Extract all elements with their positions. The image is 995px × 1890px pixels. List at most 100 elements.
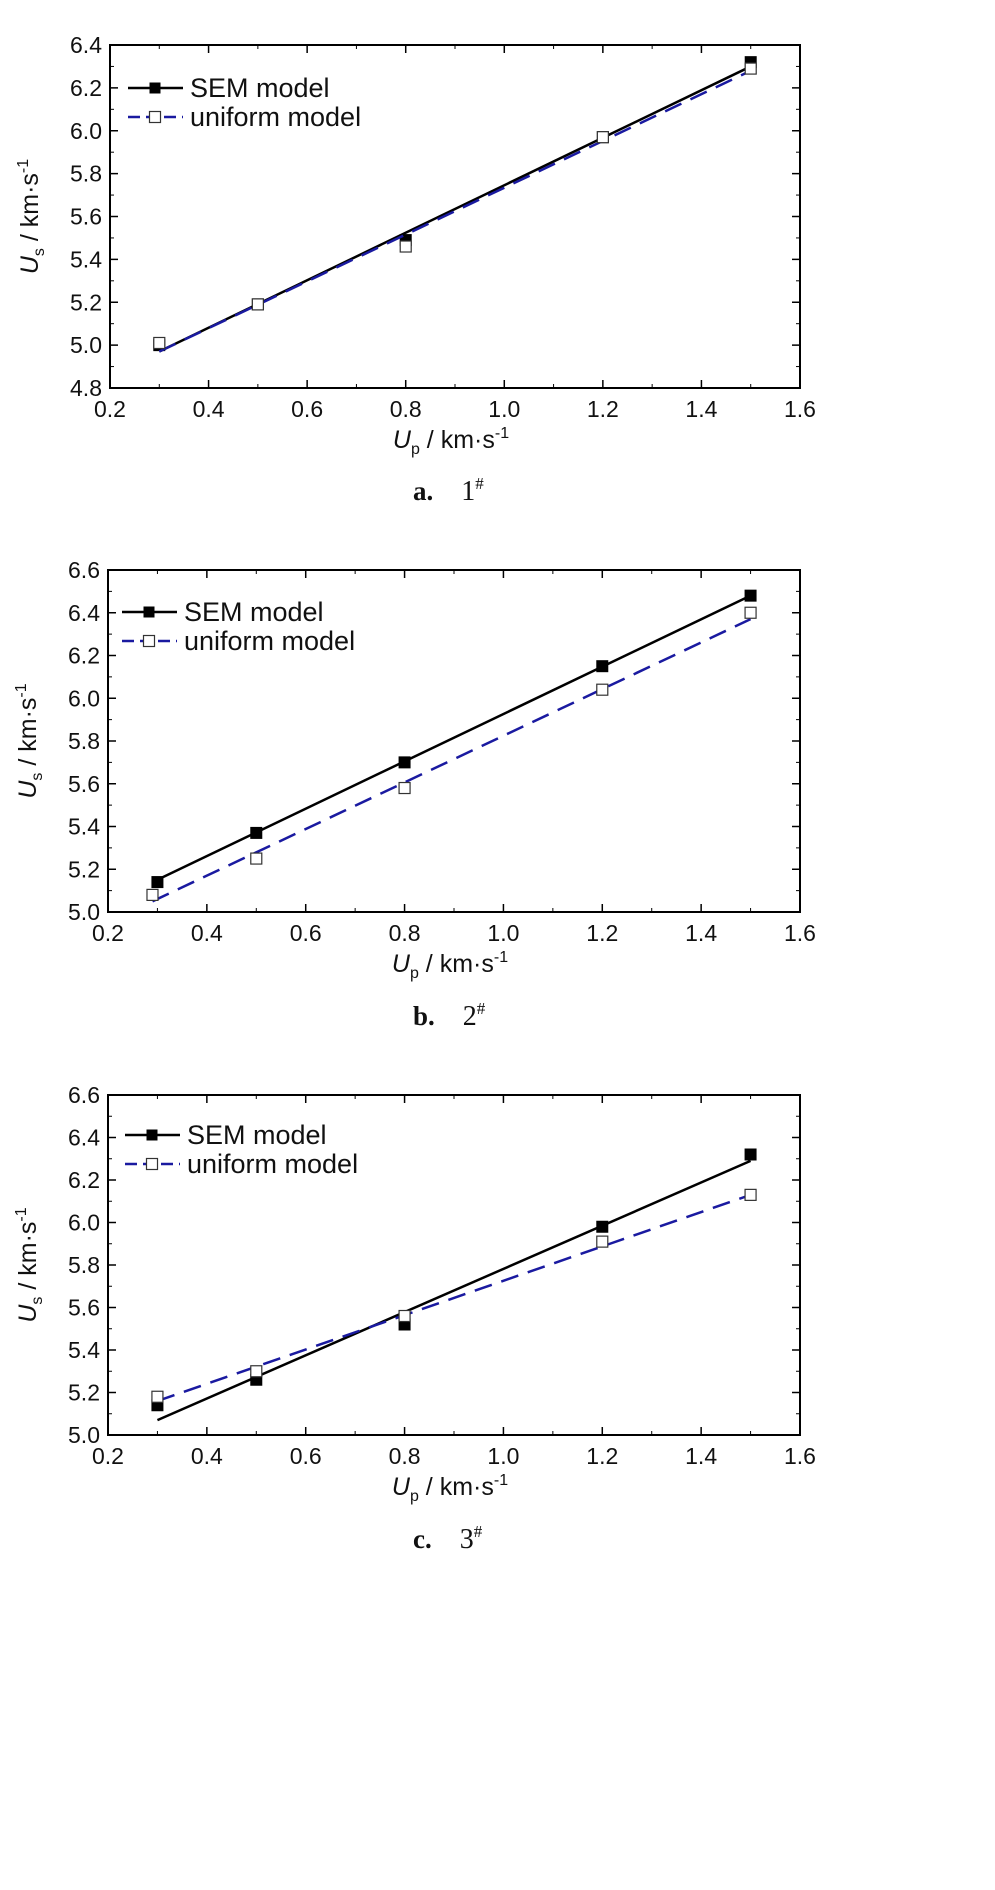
- y-tick-label: 5.0: [68, 1422, 100, 1448]
- y-tick-label: 5.0: [68, 899, 100, 925]
- legend-label: SEM model: [184, 597, 324, 627]
- legend-label: uniform model: [187, 1149, 358, 1179]
- panel-caption: c. 3#: [413, 1522, 483, 1555]
- legend-marker: [145, 1157, 159, 1171]
- legend-entry: uniform model: [122, 626, 355, 656]
- data-point: [596, 683, 609, 696]
- fit-line: [158, 69, 752, 353]
- y-axis-label: Us / km·s-1: [13, 683, 46, 798]
- x-tick-label: 1.4: [685, 1443, 717, 1469]
- y-tick-label: 6.2: [70, 75, 102, 101]
- x-tick-label: 0.8: [389, 920, 421, 946]
- data-point: [399, 240, 412, 253]
- x-tick-label: 0.4: [191, 920, 223, 946]
- y-tick-label: 5.8: [68, 1252, 100, 1278]
- legend-label: uniform model: [184, 626, 355, 656]
- data-point: [744, 62, 757, 75]
- chart-panel-3: 0.2 0.4 0.6 0.8 1.0 1.2 1.4 1.6 5.0 5.2 5.4 5.6 5.8 6…: [13, 1082, 816, 1555]
- data-point: [596, 1220, 609, 1233]
- y-tick-label: 5.8: [68, 728, 100, 754]
- y-tick-label: 6.4: [68, 1125, 100, 1151]
- chart-panel-1: 0.2 0.4 0.6 0.8 1.0 1.2 1.4 1.6 4.8 5.0 5.2 5.4 5.6 5…: [15, 32, 816, 507]
- y-tick-label: 6.6: [68, 557, 100, 583]
- legend-entry: uniform model: [128, 102, 361, 132]
- x-tick-label: 1.2: [586, 1443, 618, 1469]
- x-tick-label: 1.6: [784, 396, 816, 422]
- legend-label: SEM model: [187, 1120, 327, 1150]
- data-point: [398, 1309, 411, 1323]
- x-axis-label: Up / km·s-1: [393, 425, 509, 458]
- y-tick-label: 5.6: [68, 1295, 100, 1321]
- legend-marker: [143, 606, 155, 618]
- y-tick-label: 6.2: [68, 1167, 100, 1193]
- legend-entry: SEM model: [122, 597, 324, 627]
- y-tick-label: 5.6: [70, 204, 102, 230]
- fit-line: [151, 618, 752, 903]
- data-point: [151, 1390, 164, 1403]
- y-tick-label: 6.6: [68, 1082, 100, 1108]
- x-tick-label: 0.2: [92, 1443, 124, 1469]
- legend-marker: [149, 82, 161, 94]
- data-point: [250, 852, 263, 865]
- x-tick-label: 1.6: [784, 920, 816, 946]
- series-uniform-model: [153, 62, 757, 353]
- x-tick-label: 1.6: [784, 1443, 816, 1469]
- y-tick-label: 5.8: [70, 161, 102, 187]
- x-tick-label: 0.6: [290, 1443, 322, 1469]
- y-tick-label: 6.0: [68, 685, 100, 711]
- legend-marker: [146, 1129, 158, 1141]
- x-tick-label: 1.0: [488, 396, 520, 422]
- x-tick-label: 0.2: [94, 396, 126, 422]
- legend-label: uniform model: [190, 102, 361, 132]
- legend-entry: SEM model: [125, 1120, 327, 1150]
- y-tick-label: 5.4: [68, 814, 100, 840]
- x-axis-label: Up / km·s-1: [392, 949, 508, 982]
- series-uniform-model: [146, 606, 757, 903]
- data-point: [744, 1188, 757, 1201]
- data-point: [596, 1235, 609, 1248]
- y-tick-label: 5.4: [70, 246, 102, 272]
- y-tick-label: 6.0: [68, 1210, 100, 1236]
- data-point: [151, 876, 164, 889]
- series-sem-model: [151, 1148, 757, 1422]
- chart-panel-2: 0.2 0.4 0.6 0.8 1.0 1.2 1.4 1.6 5.0 5.2 5.4 5.6 5.8 6…: [13, 557, 816, 1032]
- y-tick-label: 5.2: [68, 856, 100, 882]
- y-tick-label: 6.4: [68, 600, 100, 626]
- data-point: [744, 606, 757, 619]
- y-tick-label: 4.8: [70, 375, 102, 401]
- x-tick-label: 1.4: [685, 396, 717, 422]
- fit-line: [156, 1159, 752, 1422]
- data-point: [744, 589, 757, 602]
- y-tick-label: 6.2: [68, 643, 100, 669]
- data-point: [153, 336, 166, 350]
- data-point: [398, 781, 411, 795]
- x-tick-label: 0.4: [193, 396, 225, 422]
- series-uniform-model: [151, 1188, 757, 1403]
- y-axis-label: Us / km·s-1: [13, 1207, 46, 1322]
- x-tick-label: 1.4: [685, 920, 717, 946]
- x-axis-label: Up / km·s-1: [392, 1472, 508, 1505]
- series-sem-model: [151, 589, 757, 889]
- y-tick-label: 5.2: [68, 1380, 100, 1406]
- x-tick-label: 0.2: [92, 920, 124, 946]
- legend-marker: [148, 110, 162, 124]
- data-point: [251, 298, 264, 311]
- data-point: [744, 1148, 757, 1161]
- data-point: [250, 1365, 263, 1378]
- x-tick-label: 1.2: [586, 920, 618, 946]
- y-tick-label: 5.0: [70, 332, 102, 358]
- y-tick-label: 5.6: [68, 771, 100, 797]
- x-tick-label: 0.8: [389, 1443, 421, 1469]
- x-tick-label: 0.6: [291, 396, 323, 422]
- panel-caption: b. 2#: [413, 999, 486, 1032]
- legend-label: SEM model: [190, 73, 330, 103]
- x-tick-label: 0.6: [290, 920, 322, 946]
- legend-entry: uniform model: [125, 1149, 358, 1179]
- x-tick-label: 1.2: [587, 396, 619, 422]
- data-point: [250, 826, 263, 839]
- x-tick-label: 1.0: [487, 1443, 519, 1469]
- panel-caption: a. 1#: [413, 474, 484, 507]
- legend-entry: SEM model: [128, 73, 330, 103]
- data-point: [596, 131, 609, 144]
